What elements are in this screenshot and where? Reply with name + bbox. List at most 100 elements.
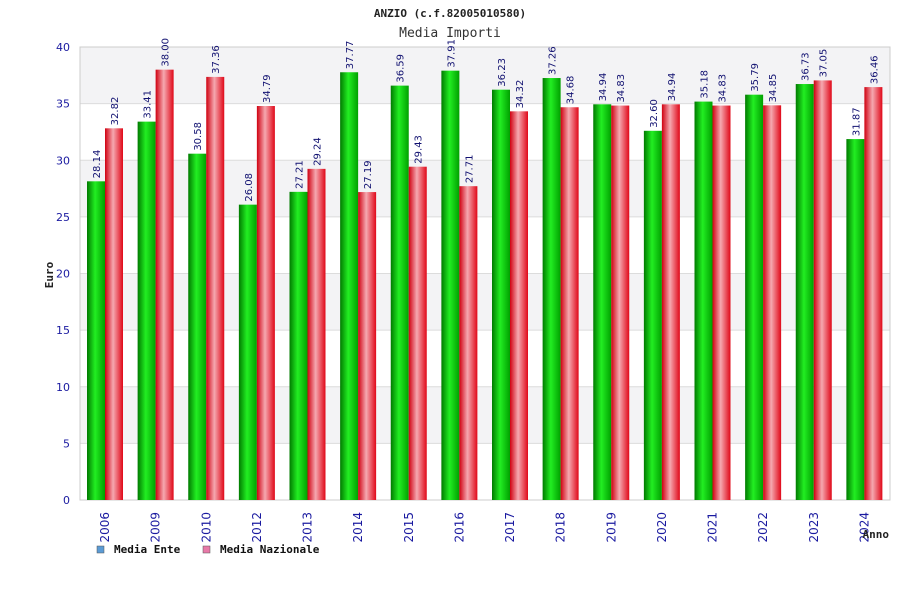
- chart-title: ANZIO (c.f.82005010580): [374, 7, 526, 20]
- data-label: 27.21: [295, 160, 306, 189]
- y-tick-label: 5: [63, 437, 70, 450]
- x-tick-label: 2024: [857, 512, 871, 543]
- data-label: 32.82: [110, 97, 121, 126]
- bars: [87, 69, 883, 501]
- x-axis-label: Anno: [863, 528, 890, 541]
- x-tick-label: 2018: [554, 512, 568, 543]
- data-label: 34.94: [598, 73, 609, 102]
- y-axis-label: Euro: [43, 261, 56, 288]
- y-tick-label: 25: [56, 211, 70, 224]
- bar-media-nazionale: [813, 80, 832, 500]
- bar-media-nazionale: [206, 76, 225, 500]
- bar-media-nazionale: [408, 166, 427, 500]
- bar-media-ente: [390, 85, 409, 500]
- bar-media-nazionale: [307, 168, 326, 500]
- data-label: 35.18: [700, 70, 711, 99]
- plot-border: [79, 46, 891, 501]
- bar-media-ente: [137, 121, 156, 501]
- bar-media-nazionale: [661, 104, 680, 500]
- y-tick-label: 0: [63, 494, 70, 507]
- bar-media-nazionale: [155, 69, 174, 501]
- x-tick-label: 2013: [301, 512, 315, 543]
- data-label: 33.41: [143, 90, 154, 119]
- bar-media-nazionale: [864, 87, 883, 500]
- bar-media-ente: [542, 78, 561, 500]
- data-label: 34.85: [768, 74, 779, 103]
- bar-media-ente: [188, 153, 207, 500]
- x-tick-label: 2022: [756, 512, 770, 543]
- data-label: 31.87: [851, 107, 862, 136]
- x-tick-label: 2010: [199, 512, 213, 543]
- y-axis-ticks: 0 5 10 15 20 25 30 35 40: [56, 41, 70, 507]
- x-tick-label: 2015: [402, 512, 416, 543]
- x-tick-label: 2019: [604, 512, 618, 543]
- data-label: 36.59: [396, 54, 407, 83]
- bar-media-nazionale: [611, 105, 630, 501]
- data-label: 37.36: [211, 45, 222, 74]
- legend-swatch: [202, 545, 211, 554]
- bar-media-ente: [289, 191, 308, 501]
- data-label: 34.83: [718, 74, 729, 103]
- data-label: 37.91: [446, 39, 457, 68]
- data-label: 36.23: [497, 58, 508, 87]
- bar-media-nazionale: [105, 128, 123, 500]
- legend-swatch: [96, 545, 105, 554]
- x-tick-label: 2014: [351, 512, 365, 543]
- bar-media-nazionale: [510, 111, 528, 501]
- bar-media-ente: [643, 130, 662, 500]
- bar-media-nazionale: [712, 105, 731, 501]
- bar-media-nazionale: [256, 106, 275, 501]
- y-tick-label: 40: [56, 41, 70, 54]
- data-label: 36.46: [869, 55, 880, 84]
- bar-media-ente: [745, 94, 764, 500]
- x-axis-ticks: 2006 2009 2010 2012 2013 2014 2015 2016 2017 2018…: [98, 512, 871, 543]
- bar-media-ente: [492, 89, 510, 500]
- x-tick-label: 2020: [655, 512, 669, 543]
- bar-media-ente: [795, 84, 814, 501]
- bar-media-ente: [441, 70, 460, 500]
- bar-media-nazionale: [560, 107, 579, 501]
- data-label: 37.77: [345, 41, 356, 70]
- data-label: 32.60: [649, 99, 660, 128]
- y-tick-label: 15: [56, 324, 70, 337]
- y-tick-label: 35: [56, 98, 70, 111]
- x-tick-label: 2021: [706, 512, 720, 543]
- data-labels: 28.14 32.82 33.41 38.00 30.58 37.36 26.08 34.79…: [92, 38, 880, 202]
- bar-media-ente: [87, 181, 105, 500]
- data-label: 36.73: [801, 52, 812, 81]
- data-label: 27.71: [464, 155, 475, 184]
- x-tick-label: 2012: [250, 512, 264, 543]
- data-label: 30.58: [193, 122, 204, 151]
- bar-media-ente: [340, 72, 359, 500]
- data-label: 29.24: [313, 137, 324, 166]
- legend-entry: Media Ente: [114, 543, 181, 556]
- x-tick-label: 2023: [807, 512, 821, 543]
- bar-media-nazionale: [459, 186, 478, 500]
- data-label: 37.26: [548, 46, 559, 75]
- data-label: 29.43: [414, 135, 425, 164]
- data-label: 34.83: [616, 74, 627, 103]
- data-label: 38.00: [161, 38, 172, 67]
- data-label: 34.94: [667, 73, 678, 102]
- y-tick-label: 30: [56, 154, 70, 167]
- chart-subtitle: Media Importi: [399, 26, 501, 41]
- data-label: 26.08: [244, 173, 255, 202]
- y-tick-label: 20: [56, 268, 70, 281]
- data-label: 34.68: [566, 76, 577, 105]
- bar-media-ente: [593, 104, 612, 500]
- bar-media-ente: [238, 204, 257, 501]
- legend: Media Ente Media Nazionale: [96, 543, 320, 556]
- data-label: 37.05: [819, 49, 830, 78]
- data-label: 34.32: [515, 80, 526, 109]
- bar-media-ente: [694, 101, 713, 501]
- x-tick-label: 2009: [149, 512, 163, 543]
- data-label: 28.14: [92, 150, 103, 179]
- x-tick-label: 2006: [98, 512, 112, 543]
- data-label: 35.79: [750, 63, 761, 92]
- x-tick-label: 2016: [452, 512, 466, 543]
- data-label: 27.19: [363, 160, 374, 189]
- data-label: 34.79: [262, 74, 273, 103]
- x-tick-label: 2017: [503, 512, 517, 543]
- bar-media-nazionale: [763, 105, 782, 500]
